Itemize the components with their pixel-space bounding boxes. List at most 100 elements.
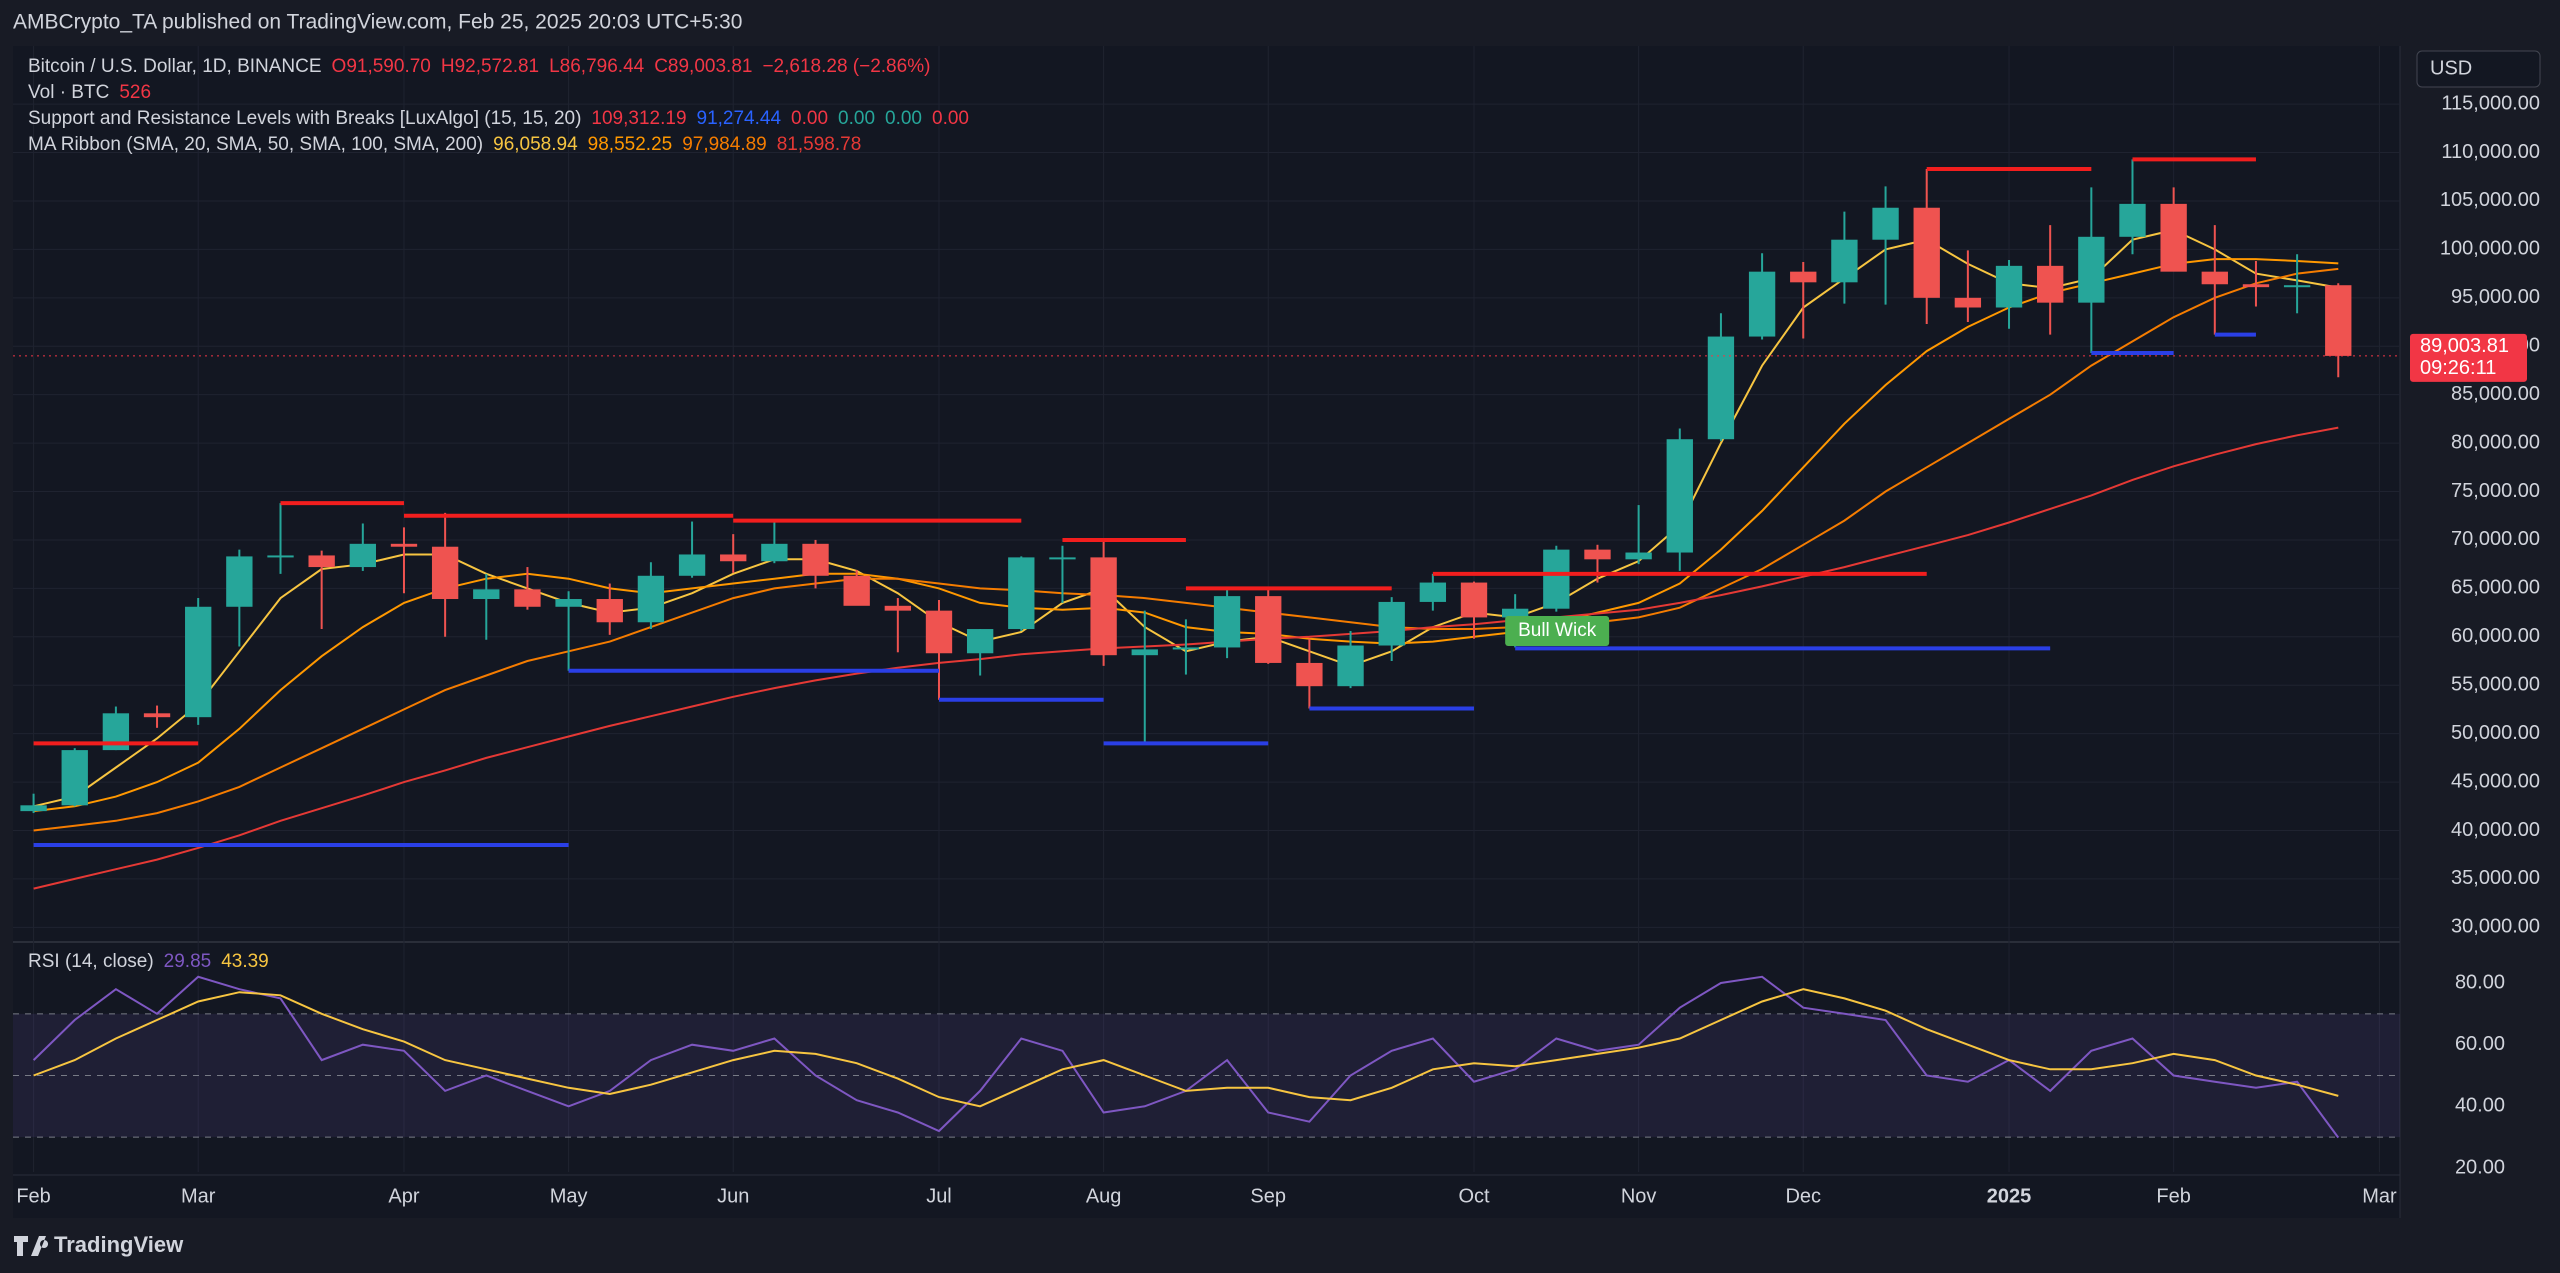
y-tick-label: 75,000.00	[2451, 480, 2540, 502]
candle-body	[2325, 285, 2352, 356]
x-tick-label: Mar	[2362, 1185, 2397, 1207]
candle-body	[596, 599, 623, 623]
legend-value: 91,274.44	[697, 108, 782, 129]
legend-label: Support and Resistance Levels with Break…	[28, 108, 581, 129]
candle-body	[1213, 596, 1241, 648]
publish-header: AMBCrypto_TA published on TradingView.co…	[13, 11, 742, 34]
last-price-tag	[2410, 333, 2527, 382]
rsi-ma-line	[33, 988, 2339, 1108]
y-tick-label: 85,000.00	[2451, 383, 2540, 405]
legend-value: 0.00	[838, 108, 875, 129]
candle-body	[185, 606, 212, 718]
logo-text: TradingView	[54, 1232, 184, 1257]
y-tick-label: 45,000.00	[2451, 770, 2540, 792]
candle-body	[720, 554, 747, 562]
candle-body	[843, 575, 870, 606]
y-tick-label: 110,000.00	[2441, 141, 2540, 163]
legend-value: 0.00	[791, 108, 828, 129]
currency-button[interactable]	[2416, 50, 2541, 88]
candle-body	[925, 610, 953, 654]
legend-line: Support and Resistance Levels with Break…	[28, 108, 969, 129]
legend-value: H92,572.81	[441, 56, 539, 77]
countdown-label: 09:26:11	[2420, 357, 2496, 379]
rsi-value: 29.85	[164, 951, 212, 972]
legend-value: 526	[119, 82, 151, 103]
candle-body	[2242, 284, 2270, 288]
x-tick-label: Apr	[388, 1185, 419, 1207]
x-tick-label: Jun	[717, 1185, 749, 1207]
rsi-tick-label: 80.00	[2455, 971, 2505, 993]
candle-body	[2119, 203, 2146, 237]
legend-label: Vol · BTC	[28, 82, 109, 103]
x-tick-label: 2025	[1987, 1185, 2032, 1207]
candle-body	[1995, 265, 2023, 308]
y-tick-label: 40,000.00	[2451, 819, 2540, 841]
legend-value: −2,618.28 (−2.86%)	[762, 56, 930, 77]
candle-body	[884, 605, 912, 611]
y-tick-label: 105,000.00	[2440, 189, 2540, 211]
candle-body	[514, 589, 541, 607]
candle-body	[802, 543, 829, 576]
legend-value: O91,590.70	[332, 56, 431, 77]
y-tick-label: 60,000.00	[2451, 625, 2540, 647]
candle-body	[390, 543, 418, 547]
candle-body	[637, 575, 665, 623]
candle-body	[1831, 239, 1858, 283]
candle-body	[1337, 645, 1364, 687]
y-tick-label: 70,000.00	[2451, 528, 2540, 550]
legend-value: 97,984.89	[682, 134, 767, 155]
legend-line: MA Ribbon (SMA, 20, SMA, 50, SMA, 100, S…	[28, 134, 861, 155]
candle-body	[1872, 207, 1899, 240]
legend-value: 81,598.78	[777, 134, 862, 155]
candle-body	[1748, 271, 1776, 337]
rsi-tick-label: 40.00	[2455, 1095, 2505, 1117]
last-price-label: 89,003.81	[2420, 335, 2509, 357]
annotation-text: Bull Wick	[1518, 620, 1597, 641]
chart-area	[13, 46, 2400, 1218]
candle-body	[226, 556, 253, 607]
candle-body	[1543, 549, 1570, 609]
candle-body	[1090, 557, 1117, 656]
candle-body	[1584, 549, 1611, 560]
candle-body	[1790, 271, 1817, 283]
legend-line: Bitcoin / U.S. Dollar, 1D, BINANCE O91,59…	[28, 56, 930, 77]
currency-label[interactable]: USD	[2430, 57, 2472, 79]
y-tick-label: 95,000.00	[2451, 286, 2540, 308]
legend-label: MA Ribbon (SMA, 20, SMA, 50, SMA, 100, S…	[28, 134, 483, 155]
candle-body	[678, 554, 706, 576]
rsi-legend: RSI (14, close) 29.85 43.39	[28, 951, 269, 972]
x-tick-label: Feb	[16, 1185, 50, 1207]
candle-body	[143, 713, 171, 718]
candle-body	[308, 555, 335, 568]
annotation-box	[1505, 616, 1610, 647]
legend-value: 96,058.94	[493, 134, 578, 155]
legend-line: Vol · BTC 526	[28, 82, 151, 103]
candle-body	[1296, 662, 1323, 687]
candle-body	[1501, 608, 1529, 618]
legend-value: 0.00	[885, 108, 922, 129]
x-tick-label: Mar	[181, 1185, 216, 1207]
x-tick-label: Sep	[1250, 1185, 1286, 1207]
legend-value: 109,312.19	[591, 108, 686, 129]
logo-icon	[14, 1236, 49, 1256]
candle-body	[2037, 265, 2064, 303]
tradingview-logo[interactable]: TradingView	[14, 1232, 184, 1257]
legend-label: Bitcoin / U.S. Dollar, 1D, BINANCE	[28, 56, 322, 77]
y-tick-label: 80,000.00	[2451, 431, 2540, 453]
y-tick-label: 115,000.00	[2441, 92, 2540, 114]
rsi-tick-label: 60.00	[2455, 1033, 2505, 1055]
y-tick-label: 100,000.00	[2440, 238, 2540, 260]
candle-body	[473, 589, 500, 600]
candle-body	[1707, 336, 1735, 440]
x-tick-label: Jul	[926, 1185, 952, 1207]
x-tick-label: Dec	[1785, 1185, 1821, 1207]
ma-line	[33, 267, 2339, 832]
candle-body	[1625, 552, 1652, 560]
candle-body	[349, 543, 376, 568]
y-tick-label: 55,000.00	[2451, 673, 2540, 695]
legend-value: L86,796.44	[549, 56, 645, 77]
candle-body	[1954, 297, 1982, 308]
legend-value: C89,003.81	[654, 56, 752, 77]
